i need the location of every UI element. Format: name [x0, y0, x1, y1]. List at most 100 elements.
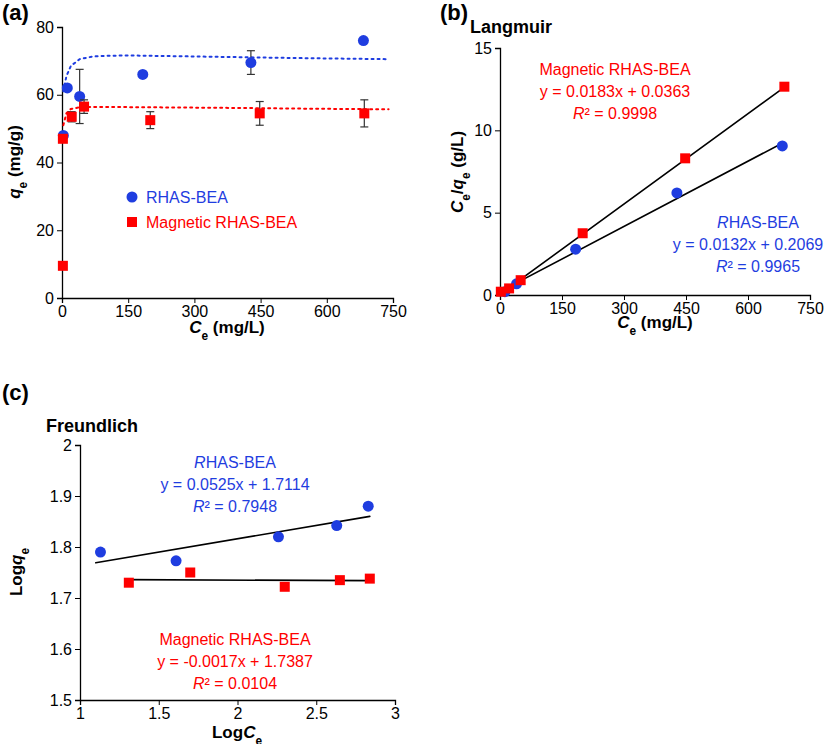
- point: [680, 153, 690, 163]
- point: [570, 244, 581, 255]
- error-cap: [146, 128, 154, 129]
- tick-label: 0: [496, 300, 505, 317]
- panel-label: (c): [2, 380, 29, 405]
- tick-mark: [128, 298, 129, 303]
- tick: 0: [58, 298, 67, 320]
- tick: 1.9: [50, 488, 80, 505]
- label-part: C: [189, 318, 202, 337]
- label-part: C: [617, 313, 630, 332]
- label-part: C: [448, 200, 467, 213]
- tick-mark: [75, 445, 80, 446]
- annotation-part: ² = 0.7948: [205, 498, 278, 515]
- tick: 750: [797, 295, 824, 317]
- x-axis-title: LogCe: [212, 723, 262, 744]
- tick-label: 40: [36, 154, 54, 171]
- axis-line: [501, 296, 811, 301]
- x-axis: 11.522.53: [76, 700, 400, 722]
- panel-label: (a): [2, 0, 29, 25]
- error-bar: [68, 112, 76, 122]
- tick-mark: [57, 27, 62, 28]
- annotation: y = 0.0183x + 0.0363: [540, 83, 690, 100]
- tick: 1.5: [50, 692, 80, 709]
- tick: 150: [115, 298, 142, 320]
- tick-mark: [327, 298, 328, 303]
- tick-mark: [75, 598, 80, 599]
- point: [779, 82, 789, 92]
- point: [578, 228, 588, 238]
- tick: 600: [314, 298, 341, 320]
- tick-mark: [75, 547, 80, 548]
- tick-label: 1.9: [50, 488, 72, 505]
- tick: 10: [474, 122, 500, 139]
- label-part: q: [448, 178, 467, 189]
- tick-label: 1.6: [50, 641, 72, 658]
- point: [67, 112, 77, 122]
- annotation: Magnetic RHAS-BEA: [159, 631, 310, 648]
- point: [58, 261, 68, 271]
- point: [62, 82, 73, 93]
- point: [124, 578, 134, 588]
- error-cap: [80, 99, 88, 100]
- point: [145, 115, 155, 125]
- error-bar: [80, 100, 88, 114]
- y-axis: 1.51.61.71.81.92: [50, 437, 81, 709]
- error-bar: [146, 112, 154, 129]
- tick-mark: [495, 130, 500, 131]
- point: [671, 187, 682, 198]
- point: [273, 531, 284, 542]
- axis-line: [75, 446, 81, 701]
- tick-mark: [57, 230, 62, 231]
- annotation: R² = 0.0104: [193, 675, 277, 692]
- tick-label: 0: [58, 303, 67, 320]
- point: [335, 575, 345, 585]
- label-part: e: [255, 734, 262, 744]
- axis-line: [57, 28, 63, 299]
- tick-mark: [562, 295, 563, 300]
- error-cap: [146, 111, 154, 112]
- tick-label: 600: [314, 303, 341, 320]
- annotation-part: ² = 0.0104: [205, 675, 278, 692]
- tick-label: 2.5: [306, 705, 328, 722]
- title: Freundlich: [46, 416, 138, 436]
- tick-mark: [393, 298, 394, 303]
- tick-label: 2: [63, 437, 72, 454]
- annotation: y = -0.0017x + 1.7387: [157, 653, 313, 670]
- tick-label: 20: [36, 222, 54, 239]
- fit-line: [63, 107, 388, 125]
- point: [95, 547, 106, 558]
- point: [358, 35, 369, 46]
- tick-mark: [261, 298, 262, 303]
- label-part: q: [5, 188, 24, 199]
- fit-line: [63, 55, 388, 91]
- tick-mark: [57, 95, 62, 96]
- point: [79, 102, 89, 112]
- tick-mark: [395, 700, 396, 705]
- tick: 2.5: [306, 700, 328, 722]
- annotation-part: R: [193, 675, 205, 692]
- annotation: RHAS-BEA: [194, 454, 276, 471]
- label-part: C: [243, 723, 256, 742]
- point: [504, 283, 514, 293]
- error-cap: [80, 113, 88, 114]
- point: [363, 501, 374, 512]
- annotation: y = 0.0525x + 1.7114: [160, 476, 309, 493]
- label-part: (mg/L): [208, 318, 265, 337]
- error-bar: [360, 100, 368, 127]
- annotation-part: HAS-BEA: [729, 214, 800, 231]
- error-cap: [256, 125, 264, 126]
- legend-marker: [127, 192, 138, 203]
- annotation-part: ² = 0.9965: [728, 258, 801, 275]
- label-part: q: [7, 554, 26, 565]
- point: [255, 108, 265, 118]
- point: [137, 69, 148, 80]
- tick-label: 10: [474, 122, 492, 139]
- tick-label: 0: [483, 287, 492, 304]
- x-axis-title: Ce (mg/L): [189, 318, 265, 343]
- annotation-part: R: [573, 105, 585, 122]
- title: Langmuir: [470, 17, 552, 37]
- tick-label: 1: [76, 705, 85, 722]
- tick: 2: [234, 700, 243, 722]
- annotation: Magnetic RHAS-BEA: [539, 61, 690, 78]
- tick: 150: [549, 295, 576, 317]
- tick: 0: [496, 295, 505, 317]
